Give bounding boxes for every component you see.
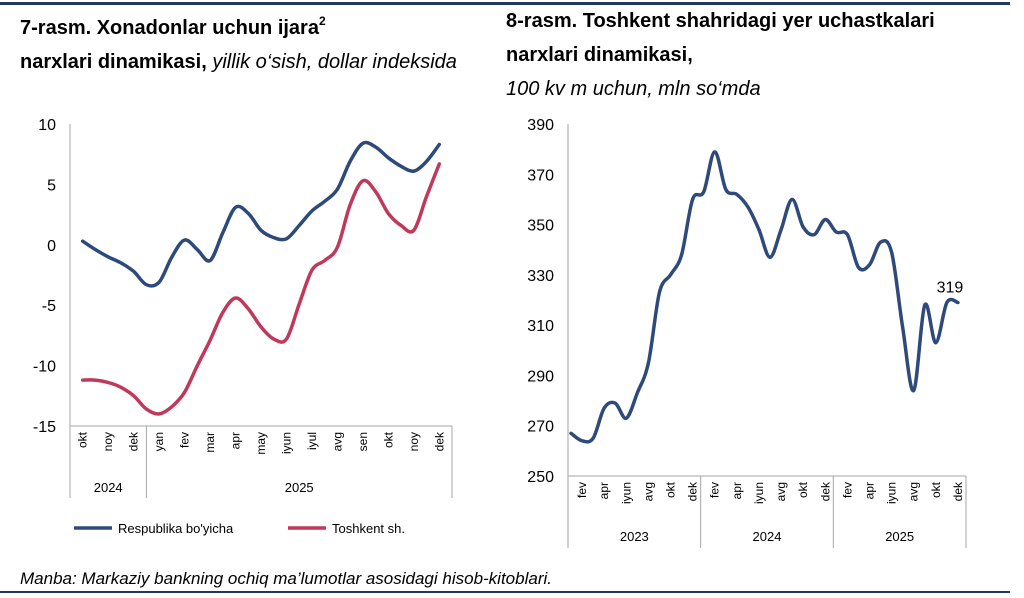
bottom-border bbox=[0, 591, 1010, 593]
chart2-x-tick-label: dek bbox=[818, 481, 832, 501]
chart2-x-tick-label: iyun bbox=[752, 482, 766, 504]
chart2-x-tick-label: okt bbox=[664, 481, 678, 498]
chart1-year-label: 2025 bbox=[285, 480, 314, 495]
chart1-y-tick-label: 10 bbox=[38, 117, 56, 134]
chart1-x-tick-label: mar bbox=[203, 432, 217, 453]
chart2-title-italic: 100 kv m uchun, mln so‘mda bbox=[506, 78, 761, 100]
chart1-x-tick-label: fev bbox=[178, 432, 192, 448]
chart2-x-tick-label: apr bbox=[863, 482, 877, 499]
chart1-series-line-1 bbox=[80, 140, 442, 288]
chart2-y-tick-label: 290 bbox=[527, 368, 554, 385]
chart2-y-tick-label: 390 bbox=[527, 117, 554, 134]
chart1-x-tick-label: okt bbox=[76, 431, 90, 448]
chart2-year-label: 2025 bbox=[885, 529, 914, 544]
source-note: Manba: Markaziy bankning ochiq ma’lumotl… bbox=[20, 569, 552, 588]
chart1-x-tick-label: may bbox=[254, 432, 268, 455]
chart2-x-tick-label: iyun bbox=[885, 482, 899, 504]
chart2-x-tick-label: avg bbox=[641, 482, 655, 501]
chart2-x-tick-label: fev bbox=[575, 482, 589, 498]
chart2-y-tick-label: 250 bbox=[527, 469, 554, 486]
chart2-x-tick-label: avg bbox=[907, 482, 921, 501]
chart1-x-tick-label: okt bbox=[381, 431, 395, 448]
chart1-x-tick-label: iyun bbox=[279, 432, 293, 454]
chart1-year-label: 2024 bbox=[94, 480, 123, 495]
chart1-x-tick-label: yan bbox=[152, 432, 166, 451]
chart1-title: 7-rasm. Xonadonlar uchun ijara2 narxlari… bbox=[20, 4, 490, 79]
chart1-title-footnote: 2 bbox=[318, 14, 326, 28]
chart1-x-tick-label: iyul bbox=[305, 432, 319, 450]
chart1-series-line-2 bbox=[80, 162, 442, 416]
chart1-x-tick-label: dek bbox=[127, 431, 141, 451]
chart2-x-tick-label: okt bbox=[796, 481, 810, 498]
chart2-x-tick-label: apr bbox=[597, 482, 611, 499]
chart1-title-bold: 7-rasm. Xonadonlar uchun ijara bbox=[20, 17, 319, 39]
chart1-title-italic: yillik o‘sish, dollar indeksida bbox=[212, 51, 457, 73]
chart1-x-tick-label: noy bbox=[101, 432, 115, 451]
chart2-x-tick-label: iyun bbox=[619, 482, 633, 504]
chart2-data-label: 319 bbox=[937, 280, 964, 297]
chart1-y-tick-label: 5 bbox=[47, 177, 56, 194]
chart1-legend-label-2: Toshkent sh. bbox=[332, 521, 405, 536]
chart1-x-tick-label: avg bbox=[330, 432, 344, 451]
chart2-series-line bbox=[569, 149, 960, 444]
chart2-x-tick-label: fev bbox=[708, 482, 722, 498]
chart1-y-tick-label: -5 bbox=[42, 298, 56, 315]
chart1-y-tick-label: 0 bbox=[47, 238, 56, 255]
top-border bbox=[0, 2, 1010, 5]
chart2-y-tick-label: 370 bbox=[527, 167, 554, 184]
chart2-x-tick-label: dek bbox=[686, 481, 700, 501]
chart2-y-tick-label: 310 bbox=[527, 318, 554, 335]
chart2-x-tick-label: fev bbox=[840, 482, 854, 498]
chart2-x-tick-label: okt bbox=[929, 481, 943, 498]
chart1-y-tick-label: -15 bbox=[33, 419, 56, 436]
chart2-y-tick-label: 330 bbox=[527, 268, 554, 285]
chart2-x-tick-label: dek bbox=[951, 481, 965, 501]
chart2-title: 8-rasm. Toshkent shahridagi yer uchastka… bbox=[506, 4, 1006, 106]
chart2-y-tick-label: 350 bbox=[527, 218, 554, 235]
chart2-y-tick-label: 270 bbox=[527, 419, 554, 436]
chart1-x-tick-label: sen bbox=[356, 432, 370, 451]
chart2-x-tick-label: apr bbox=[730, 482, 744, 499]
chart2-title-bold: 8-rasm. Toshkent shahridagi yer uchastka… bbox=[506, 10, 935, 66]
chart1-legend-label-1: Respublika bo'yicha bbox=[118, 521, 234, 536]
chart2-x-tick-label: avg bbox=[774, 482, 788, 501]
chart2-year-label: 2023 bbox=[620, 529, 649, 544]
chart1-x-tick-label: dek bbox=[432, 431, 446, 451]
chart2-year-label: 2024 bbox=[753, 529, 782, 544]
chart1-title-bold2: narxlari dinamikasi, bbox=[20, 51, 207, 73]
chart1-x-tick-label: apr bbox=[229, 432, 243, 449]
chart1-x-tick-label: noy bbox=[407, 432, 421, 451]
chart1-y-tick-label: -10 bbox=[33, 359, 56, 376]
